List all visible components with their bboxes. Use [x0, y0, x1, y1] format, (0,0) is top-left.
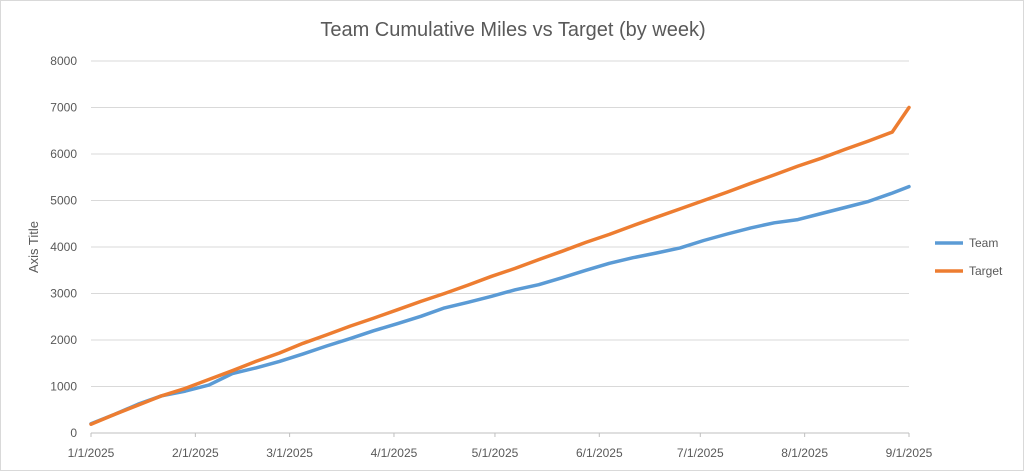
chart-title: Team Cumulative Miles vs Target (by week… — [320, 19, 705, 41]
legend-label-target: Target — [969, 264, 1003, 278]
y-tick-label: 1000 — [50, 380, 77, 394]
y-tick-label: 7000 — [50, 101, 77, 115]
legend: Team Target — [935, 236, 1003, 278]
x-tick-label: 3/1/2025 — [266, 446, 313, 460]
x-tick-label: 1/1/2025 — [68, 446, 115, 460]
x-tick-label: 8/1/2025 — [781, 446, 828, 460]
x-tick-label: 9/1/2025 — [886, 446, 933, 460]
series-lines — [89, 105, 911, 426]
y-tick-labels: 0 1000 2000 3000 4000 5000 6000 7000 8000 — [50, 54, 77, 440]
y-tick-label: 4000 — [50, 240, 77, 254]
series-line-team — [89, 184, 911, 426]
x-tick-label: 2/1/2025 — [172, 446, 219, 460]
y-tick-label: 8000 — [50, 54, 77, 68]
y-tick-label: 0 — [70, 426, 77, 440]
x-tick-label: 4/1/2025 — [371, 446, 418, 460]
x-tick-label: 6/1/2025 — [576, 446, 623, 460]
y-tick-label: 2000 — [50, 333, 77, 347]
x-tick-labels: 1/1/2025 2/1/2025 3/1/2025 4/1/2025 5/1/2025… — [68, 433, 933, 460]
y-tick-label: 5000 — [50, 194, 77, 208]
y-axis-title: Axis Title — [26, 221, 41, 273]
legend-label-team: Team — [969, 236, 998, 250]
x-tick-label: 7/1/2025 — [677, 446, 724, 460]
y-tick-label: 3000 — [50, 287, 77, 301]
y-tick-label: 6000 — [50, 147, 77, 161]
gridlines — [91, 60, 909, 434]
x-tick-label: 5/1/2025 — [472, 446, 519, 460]
series-line-target — [89, 105, 911, 426]
